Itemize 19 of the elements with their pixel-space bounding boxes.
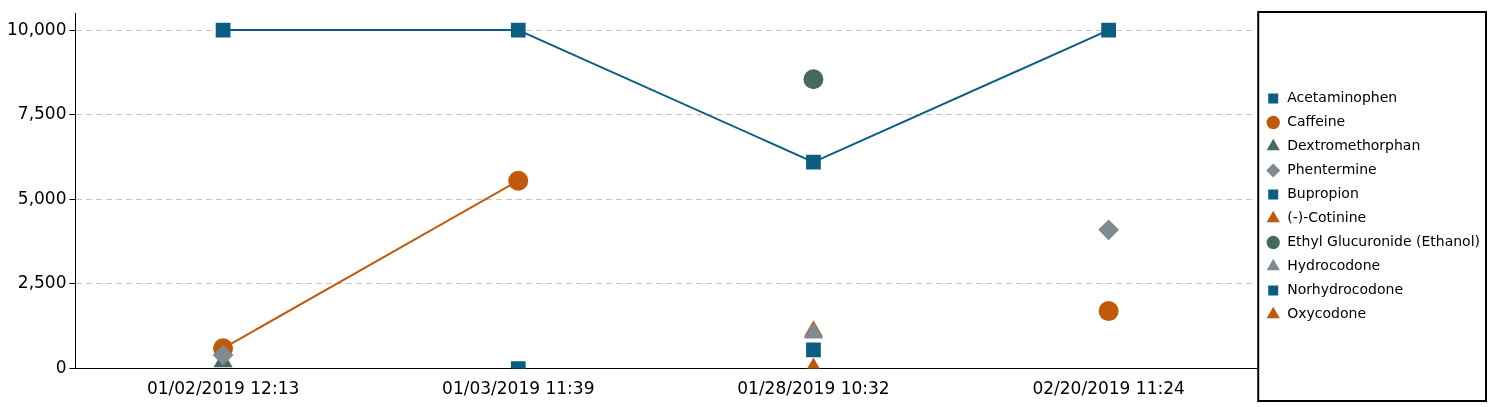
y-tick-label: 5,000 — [17, 187, 67, 208]
legend-label: (-)-Cotinine — [1287, 209, 1367, 226]
legend-label: Acetaminophen — [1287, 89, 1398, 106]
x-tick-label: 01/03/2019 11:39 — [442, 378, 595, 399]
x-tick-label: 01/02/2019 12:13 — [146, 378, 300, 399]
legend-label: Ethyl Glucuronide (Ethanol) — [1287, 233, 1480, 250]
legend-label: Norhydrocodone — [1287, 281, 1404, 298]
y-tick-label: 10,000 — [7, 18, 67, 39]
x-tick-label: 02/20/2019 11:24 — [1032, 378, 1185, 399]
legend-label: Phentermine — [1287, 161, 1377, 178]
legend-label: Hydrocodone — [1287, 257, 1381, 274]
y-tick-label: 2,500 — [17, 272, 67, 293]
legend-label: Caffeine — [1287, 113, 1346, 130]
legend-label: Oxycodone — [1287, 305, 1367, 322]
x-tick-label: 01/28/2019 10:32 — [737, 378, 890, 399]
legend-label: Bupropion — [1287, 185, 1359, 202]
y-tick-label: 0 — [55, 357, 67, 378]
legend-label: Dextromethorphan — [1287, 137, 1421, 154]
y-tick-label: 7,500 — [17, 103, 67, 124]
